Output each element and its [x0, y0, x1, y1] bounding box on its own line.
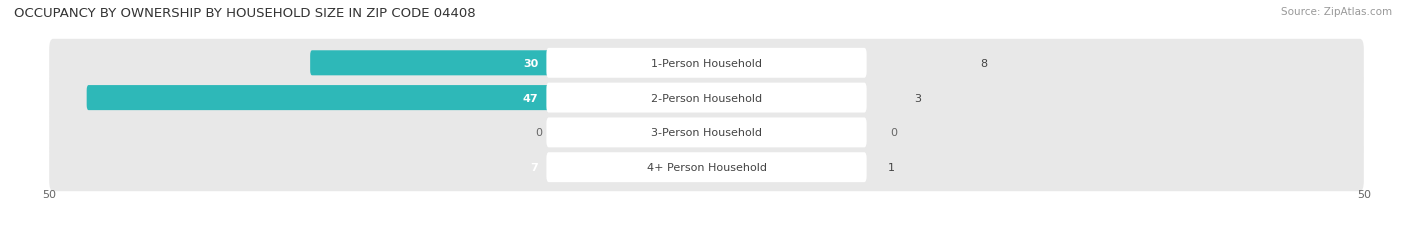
FancyBboxPatch shape	[704, 51, 814, 76]
FancyBboxPatch shape	[49, 40, 1364, 87]
FancyBboxPatch shape	[311, 51, 709, 76]
FancyBboxPatch shape	[547, 152, 866, 182]
FancyBboxPatch shape	[87, 86, 709, 111]
Text: 8: 8	[980, 58, 987, 69]
Text: OCCUPANCY BY OWNERSHIP BY HOUSEHOLD SIZE IN ZIP CODE 04408: OCCUPANCY BY OWNERSHIP BY HOUSEHOLD SIZE…	[14, 7, 475, 20]
Text: 47: 47	[523, 93, 538, 103]
FancyBboxPatch shape	[704, 86, 748, 111]
FancyBboxPatch shape	[49, 74, 1364, 122]
Text: 3: 3	[914, 93, 921, 103]
Text: 0: 0	[536, 128, 543, 138]
FancyBboxPatch shape	[704, 155, 721, 180]
Text: 4+ Person Household: 4+ Person Household	[647, 162, 766, 173]
FancyBboxPatch shape	[49, 109, 1364, 157]
FancyBboxPatch shape	[613, 155, 709, 180]
Text: 1: 1	[889, 162, 896, 173]
Text: 2-Person Household: 2-Person Household	[651, 93, 762, 103]
FancyBboxPatch shape	[547, 118, 866, 148]
Text: Source: ZipAtlas.com: Source: ZipAtlas.com	[1281, 7, 1392, 17]
Text: 0: 0	[890, 128, 897, 138]
FancyBboxPatch shape	[704, 120, 728, 145]
FancyBboxPatch shape	[49, 143, 1364, 191]
Text: 1-Person Household: 1-Person Household	[651, 58, 762, 69]
Text: 30: 30	[523, 58, 538, 69]
Text: 7: 7	[530, 162, 538, 173]
FancyBboxPatch shape	[547, 49, 866, 78]
FancyBboxPatch shape	[685, 120, 709, 145]
Text: 3-Person Household: 3-Person Household	[651, 128, 762, 138]
FancyBboxPatch shape	[547, 83, 866, 113]
